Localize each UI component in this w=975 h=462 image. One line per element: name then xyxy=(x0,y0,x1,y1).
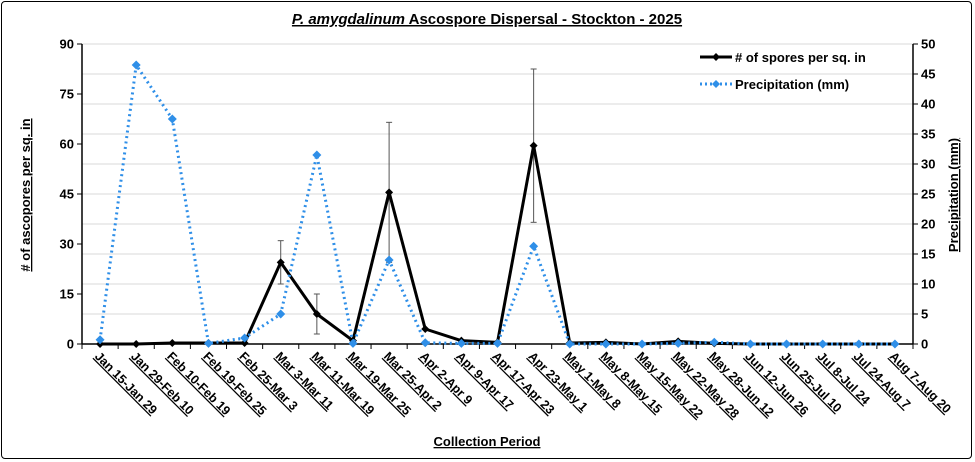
x-tick-label: Apr 17-Apr 23 xyxy=(489,349,557,417)
data-point-precip xyxy=(601,339,611,349)
data-point-spores xyxy=(421,325,430,333)
data-point-precip xyxy=(818,339,828,349)
data-point-spores xyxy=(240,339,249,347)
y-axis-label: # of ascopores per sq. in xyxy=(18,118,33,271)
data-point-precip xyxy=(565,339,575,349)
data-point-precip xyxy=(95,335,105,345)
x-tick-label: Jan 15-Jan 29 xyxy=(92,349,160,417)
data-point-precip xyxy=(456,338,466,348)
data-point-precip xyxy=(637,339,647,349)
series-line-precip xyxy=(98,63,895,346)
y2-axis-ticks: 0 5 10 15 20 25 30 35 40 45 50 xyxy=(913,37,935,352)
x-tick-label: Jan 29-Feb 10 xyxy=(128,349,196,417)
x-tick-label: May 28-Jun 12 xyxy=(706,349,776,419)
data-point-precip xyxy=(384,255,394,265)
chart-title: P. amygdalinum Ascospore Dispersal - Sto… xyxy=(292,11,682,28)
data-point-precip xyxy=(203,338,213,348)
x-axis-label: Collection Period xyxy=(434,434,541,449)
data-point-precip xyxy=(890,339,900,349)
data-point-precip xyxy=(420,338,430,348)
legend-label-spores: # of spores per sq. in xyxy=(735,50,866,65)
x-tick-label: Jun 12-Jun 26 xyxy=(742,349,811,418)
y2-tick-label: 5 xyxy=(921,307,928,322)
data-point-spores xyxy=(132,340,141,348)
data-point-precip xyxy=(167,114,177,124)
y-tick-label: 0 xyxy=(67,337,74,352)
legend: # of spores per sq. in Precipitation (mm… xyxy=(700,50,866,92)
x-tick-label: Feb 10-Feb 19 xyxy=(164,349,233,418)
x-tick-label: Aug 7-Aug 20 xyxy=(887,349,954,416)
error-bars xyxy=(277,68,537,335)
data-point-spores xyxy=(276,258,285,267)
y2-axis-label: Precipitation (mm) xyxy=(946,138,961,252)
data-point-spores xyxy=(529,141,538,150)
data-point-precip xyxy=(745,339,755,349)
x-tick-label: Mar 11-Mar 19 xyxy=(309,349,377,417)
legend-marker-precip xyxy=(712,80,720,88)
data-point-precip xyxy=(673,338,683,348)
data-point-precip xyxy=(493,338,502,348)
data-point-precip xyxy=(782,339,792,349)
series-lines xyxy=(95,60,900,349)
y2-tick-label: 30 xyxy=(921,157,935,172)
y2-tick-label: 45 xyxy=(921,67,935,82)
y2-tick-label: 40 xyxy=(921,97,935,112)
y2-tick-label: 35 xyxy=(921,127,935,142)
data-point-precip xyxy=(131,60,141,70)
y2-tick-label: 15 xyxy=(921,247,935,262)
y-tick-label: 45 xyxy=(60,187,74,202)
y2-tick-label: 50 xyxy=(921,37,935,52)
data-point-precip xyxy=(529,241,539,251)
y-axis-ticks: 0 15 30 45 60 75 90 xyxy=(60,37,82,352)
y-tick-label: 60 xyxy=(60,137,74,152)
data-point-spores xyxy=(168,339,177,347)
y-tick-label: 90 xyxy=(60,37,74,52)
data-point-precip xyxy=(709,337,719,347)
data-point-precip xyxy=(348,338,358,348)
legend-marker-spores xyxy=(712,53,720,61)
data-point-precip xyxy=(276,309,286,319)
y2-tick-label: 0 xyxy=(921,337,928,352)
gridlines xyxy=(82,43,913,315)
data-point-precip xyxy=(312,150,322,160)
data-point-spores xyxy=(385,188,394,197)
data-point-precip xyxy=(854,339,864,349)
x-tick-label: Feb 19-Feb 25 xyxy=(200,349,269,418)
y-tick-label: 15 xyxy=(60,287,74,302)
y-tick-label: 30 xyxy=(60,237,74,252)
x-tick-label: Mar 19-Mar 25 xyxy=(345,349,414,418)
y-tick-label: 75 xyxy=(60,87,74,102)
data-point-precip xyxy=(240,333,250,343)
y2-tick-label: 20 xyxy=(921,217,935,232)
y2-tick-label: 10 xyxy=(921,277,935,292)
legend-label-precip: Precipitation (mm) xyxy=(735,77,849,92)
y2-tick-label: 25 xyxy=(921,187,935,202)
data-point-spores xyxy=(312,310,321,318)
